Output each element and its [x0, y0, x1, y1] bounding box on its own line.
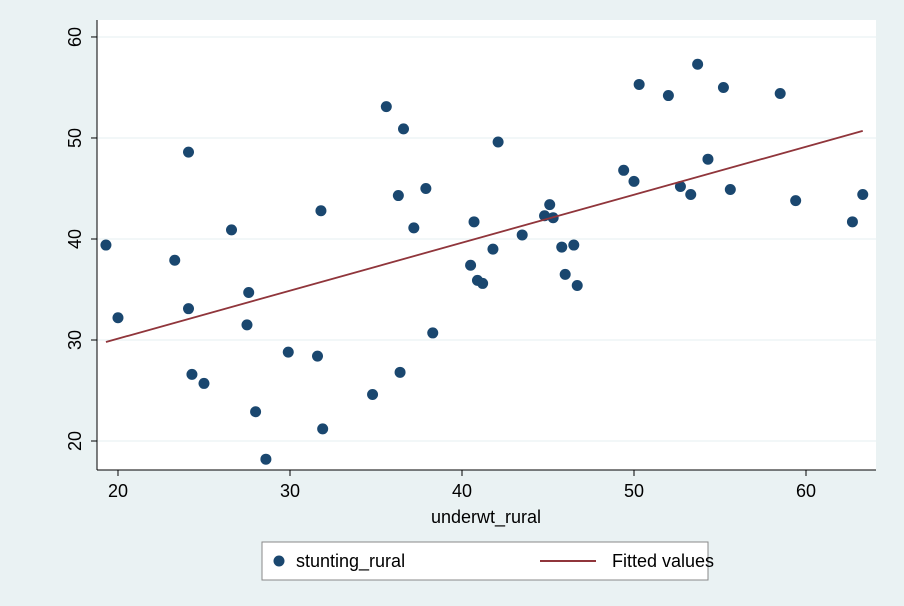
point — [717, 81, 729, 93]
fit-line — [105, 130, 863, 343]
x-tick-label: 50 — [624, 481, 644, 501]
y-tick-label: 60 — [65, 27, 85, 47]
y-tick-label: 30 — [65, 330, 85, 350]
y-tick-label: 40 — [65, 229, 85, 249]
point — [487, 243, 499, 255]
point — [198, 377, 210, 389]
point — [685, 189, 697, 201]
x-tick-label: 40 — [452, 481, 472, 501]
point — [315, 205, 327, 217]
point — [674, 180, 686, 192]
point — [427, 327, 439, 339]
point — [260, 453, 272, 465]
point — [571, 279, 583, 291]
point — [857, 189, 869, 201]
point — [568, 239, 580, 251]
grid — [97, 36, 876, 442]
point — [544, 199, 556, 211]
point — [492, 136, 504, 148]
plot-area — [97, 20, 876, 470]
y-tick-label: 20 — [65, 431, 85, 451]
point — [408, 222, 420, 234]
point — [112, 312, 124, 324]
point — [628, 175, 640, 187]
point — [100, 239, 112, 251]
point — [243, 287, 255, 299]
x-tick-label: 20 — [108, 481, 128, 501]
point — [241, 319, 253, 331]
point — [516, 229, 528, 241]
point — [774, 88, 786, 100]
point — [169, 254, 181, 266]
y-tick-label: 50 — [65, 128, 85, 148]
point — [380, 101, 392, 113]
point — [618, 164, 630, 176]
point — [398, 123, 410, 135]
point — [420, 182, 432, 194]
x-axis-title: underwt_rural — [431, 507, 541, 528]
point — [724, 183, 736, 195]
point — [226, 224, 238, 236]
point — [468, 216, 480, 228]
point — [183, 303, 195, 315]
point — [394, 366, 406, 378]
point — [317, 423, 329, 435]
point — [367, 389, 379, 401]
point — [186, 368, 198, 380]
point — [662, 90, 674, 102]
point — [312, 350, 324, 362]
marks — [100, 58, 869, 465]
point — [477, 277, 489, 289]
point — [633, 78, 645, 90]
legend-label: stunting_rural — [296, 551, 405, 572]
point — [465, 259, 477, 271]
point — [692, 58, 704, 70]
point — [392, 190, 404, 202]
point — [183, 146, 195, 158]
point — [282, 346, 294, 358]
legend-label: Fitted values — [612, 551, 714, 571]
point — [556, 241, 568, 253]
x-tick-label: 30 — [280, 481, 300, 501]
point — [559, 268, 571, 280]
x-tick-label: 60 — [796, 481, 816, 501]
point — [702, 153, 714, 165]
point — [846, 216, 858, 228]
legend-marker — [273, 555, 285, 567]
point — [250, 406, 262, 418]
legend — [261, 541, 709, 581]
point — [790, 195, 802, 207]
